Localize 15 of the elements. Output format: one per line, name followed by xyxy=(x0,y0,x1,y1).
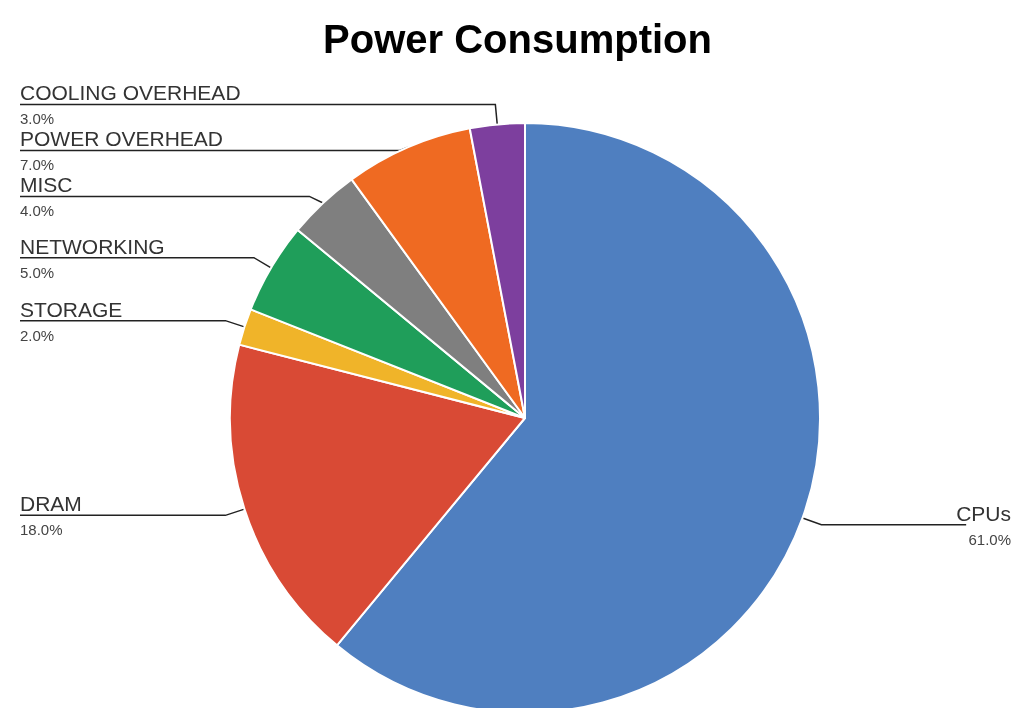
data-label: 61.0% xyxy=(968,530,1011,548)
data-label: 5.0% xyxy=(20,263,55,281)
slice-label: CPUs xyxy=(956,501,1011,525)
data-label: 7.0% xyxy=(20,156,55,174)
slice-label: MISC xyxy=(20,173,73,197)
data-label: 4.0% xyxy=(20,202,55,220)
slice-label: STORAGE xyxy=(20,297,123,321)
data-label: 18.0% xyxy=(20,521,63,539)
slice-label: POWER OVERHEAD xyxy=(20,127,224,151)
slice-label: NETWORKING xyxy=(20,234,165,258)
data-label: 2.0% xyxy=(20,326,55,344)
chart-title: Power Consumption xyxy=(323,17,712,61)
data-label: 3.0% xyxy=(20,110,55,128)
slice-label: DRAM xyxy=(20,492,82,516)
slice-label: COOLING OVERHEAD xyxy=(20,81,241,105)
